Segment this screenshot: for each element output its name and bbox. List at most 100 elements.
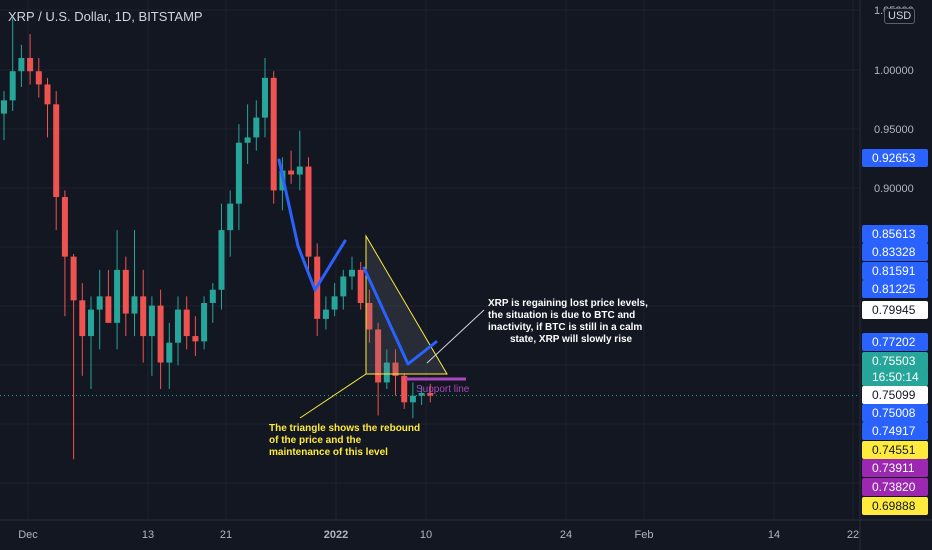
candle: [305, 157, 312, 270]
price-label: 0.75099: [862, 386, 928, 404]
candle: [262, 57, 268, 138]
candle: [105, 269, 112, 323]
trend-line: [277, 158, 347, 292]
candle-body: [175, 309, 181, 343]
price-label-text: 0.73911: [872, 461, 915, 475]
drawings: Support line XRP is regaining lost price…: [269, 158, 648, 458]
candle-body: [53, 104, 60, 198]
annotation-pointer-line: [426, 309, 485, 364]
time-tick-label: 2022: [324, 529, 348, 541]
candle-body: [148, 305, 155, 337]
candle-body: [61, 197, 68, 257]
candle-body: [262, 77, 268, 118]
price-label: 0.74917: [862, 422, 928, 440]
time-tick-label: 21: [220, 529, 232, 541]
right-note-line-4: state, XRP will slowly rise: [510, 334, 633, 345]
right-note-line-3: inactivity, if BTC is still in a calm: [488, 322, 642, 333]
price-label-bg: [862, 497, 928, 515]
candle: [409, 382, 416, 419]
price-label: 0.83328: [862, 243, 928, 261]
price-label-bg: [862, 149, 928, 167]
candle-body: [140, 296, 147, 337]
time-axis[interactable]: Dec 13 21 2022 10 24 Feb 14 22: [0, 519, 932, 541]
candle: [27, 34, 34, 85]
price-label: 0.74551: [862, 441, 928, 459]
candle: [166, 322, 173, 390]
candle: [88, 296, 94, 390]
candle: [148, 296, 155, 376]
candle-body: [392, 362, 399, 376]
candle-body: [9, 71, 16, 101]
candle-body: [96, 296, 103, 310]
candle: [235, 124, 242, 231]
price-label-text: 0.75008: [872, 406, 916, 420]
candle: [9, 18, 16, 111]
candle-body: [70, 256, 77, 301]
price-label: 0.73820: [862, 478, 928, 496]
candle-body: [192, 336, 199, 342]
right-note-line-2: the situation is due to BTC and: [488, 310, 635, 321]
price-label-bg: [862, 368, 928, 386]
candle: [227, 190, 234, 257]
candle-body: [340, 276, 347, 297]
candle-body: [331, 296, 338, 310]
candle: [296, 130, 303, 191]
triangle-note-line-2: of the price and the: [269, 435, 362, 446]
candle: [53, 91, 60, 231]
candle: [383, 349, 390, 390]
price-label-text: 0.92653: [872, 151, 916, 165]
candle-body: [44, 84, 51, 105]
price-label: 0.81591: [862, 262, 928, 280]
price-label-text: 0.74551: [872, 443, 916, 457]
time-tick-label: Dec: [18, 529, 38, 541]
candle: [218, 203, 225, 310]
candle-body: [122, 269, 129, 314]
candle: [79, 283, 86, 376]
candle-body: [349, 269, 355, 277]
candle: [375, 322, 382, 416]
price-label: 0.79945: [862, 301, 928, 319]
candle-body: [218, 230, 225, 290]
candle-body: [201, 302, 208, 342]
candle-body: [183, 309, 190, 337]
price-label-bg: [862, 280, 928, 298]
price-label-bg: [862, 459, 928, 477]
trend-line-2: [362, 266, 438, 366]
support-line-label: Support line: [416, 384, 470, 395]
candle: [1, 91, 7, 141]
triangle-note-line-3: maintenance of this level: [269, 447, 388, 458]
candles: [1, 18, 434, 460]
time-tick-label: 13: [142, 529, 154, 541]
triangle-drawing: [365, 234, 448, 375]
price-label-bg: [862, 352, 928, 370]
candle: [192, 316, 199, 356]
price-label-bg: [862, 422, 928, 440]
candle: [427, 383, 434, 403]
candle: [175, 296, 181, 366]
price-label-text: 0.73820: [872, 480, 916, 494]
time-tick-label: 14: [768, 529, 780, 541]
price-label-text: 0.75503: [872, 354, 916, 368]
candle: [349, 256, 355, 290]
price-tick-label: 0.90000: [874, 183, 914, 195]
price-tick-label: 1.00000: [874, 65, 914, 77]
price-label-bg: [862, 441, 928, 459]
candle: [131, 230, 138, 337]
candle: [122, 256, 129, 337]
time-tick-label: 24: [560, 529, 572, 541]
candle-body: [270, 77, 277, 191]
candle-body: [35, 71, 42, 85]
candle-body: [114, 269, 121, 323]
price-label-text: 0.85613: [872, 227, 916, 241]
price-label-bg: [862, 262, 928, 280]
price-label-text: 16:50:14: [872, 370, 919, 384]
price-label: 0.85613: [862, 225, 928, 243]
price-label-text: 0.79945: [872, 303, 916, 317]
candle: [340, 269, 347, 310]
currency-button[interactable]: USD: [884, 8, 916, 24]
candle: [244, 104, 251, 164]
price-label: 16:50:14: [862, 368, 928, 386]
price-label: 0.73911: [862, 459, 928, 477]
price-label: 0.77202: [862, 333, 928, 351]
